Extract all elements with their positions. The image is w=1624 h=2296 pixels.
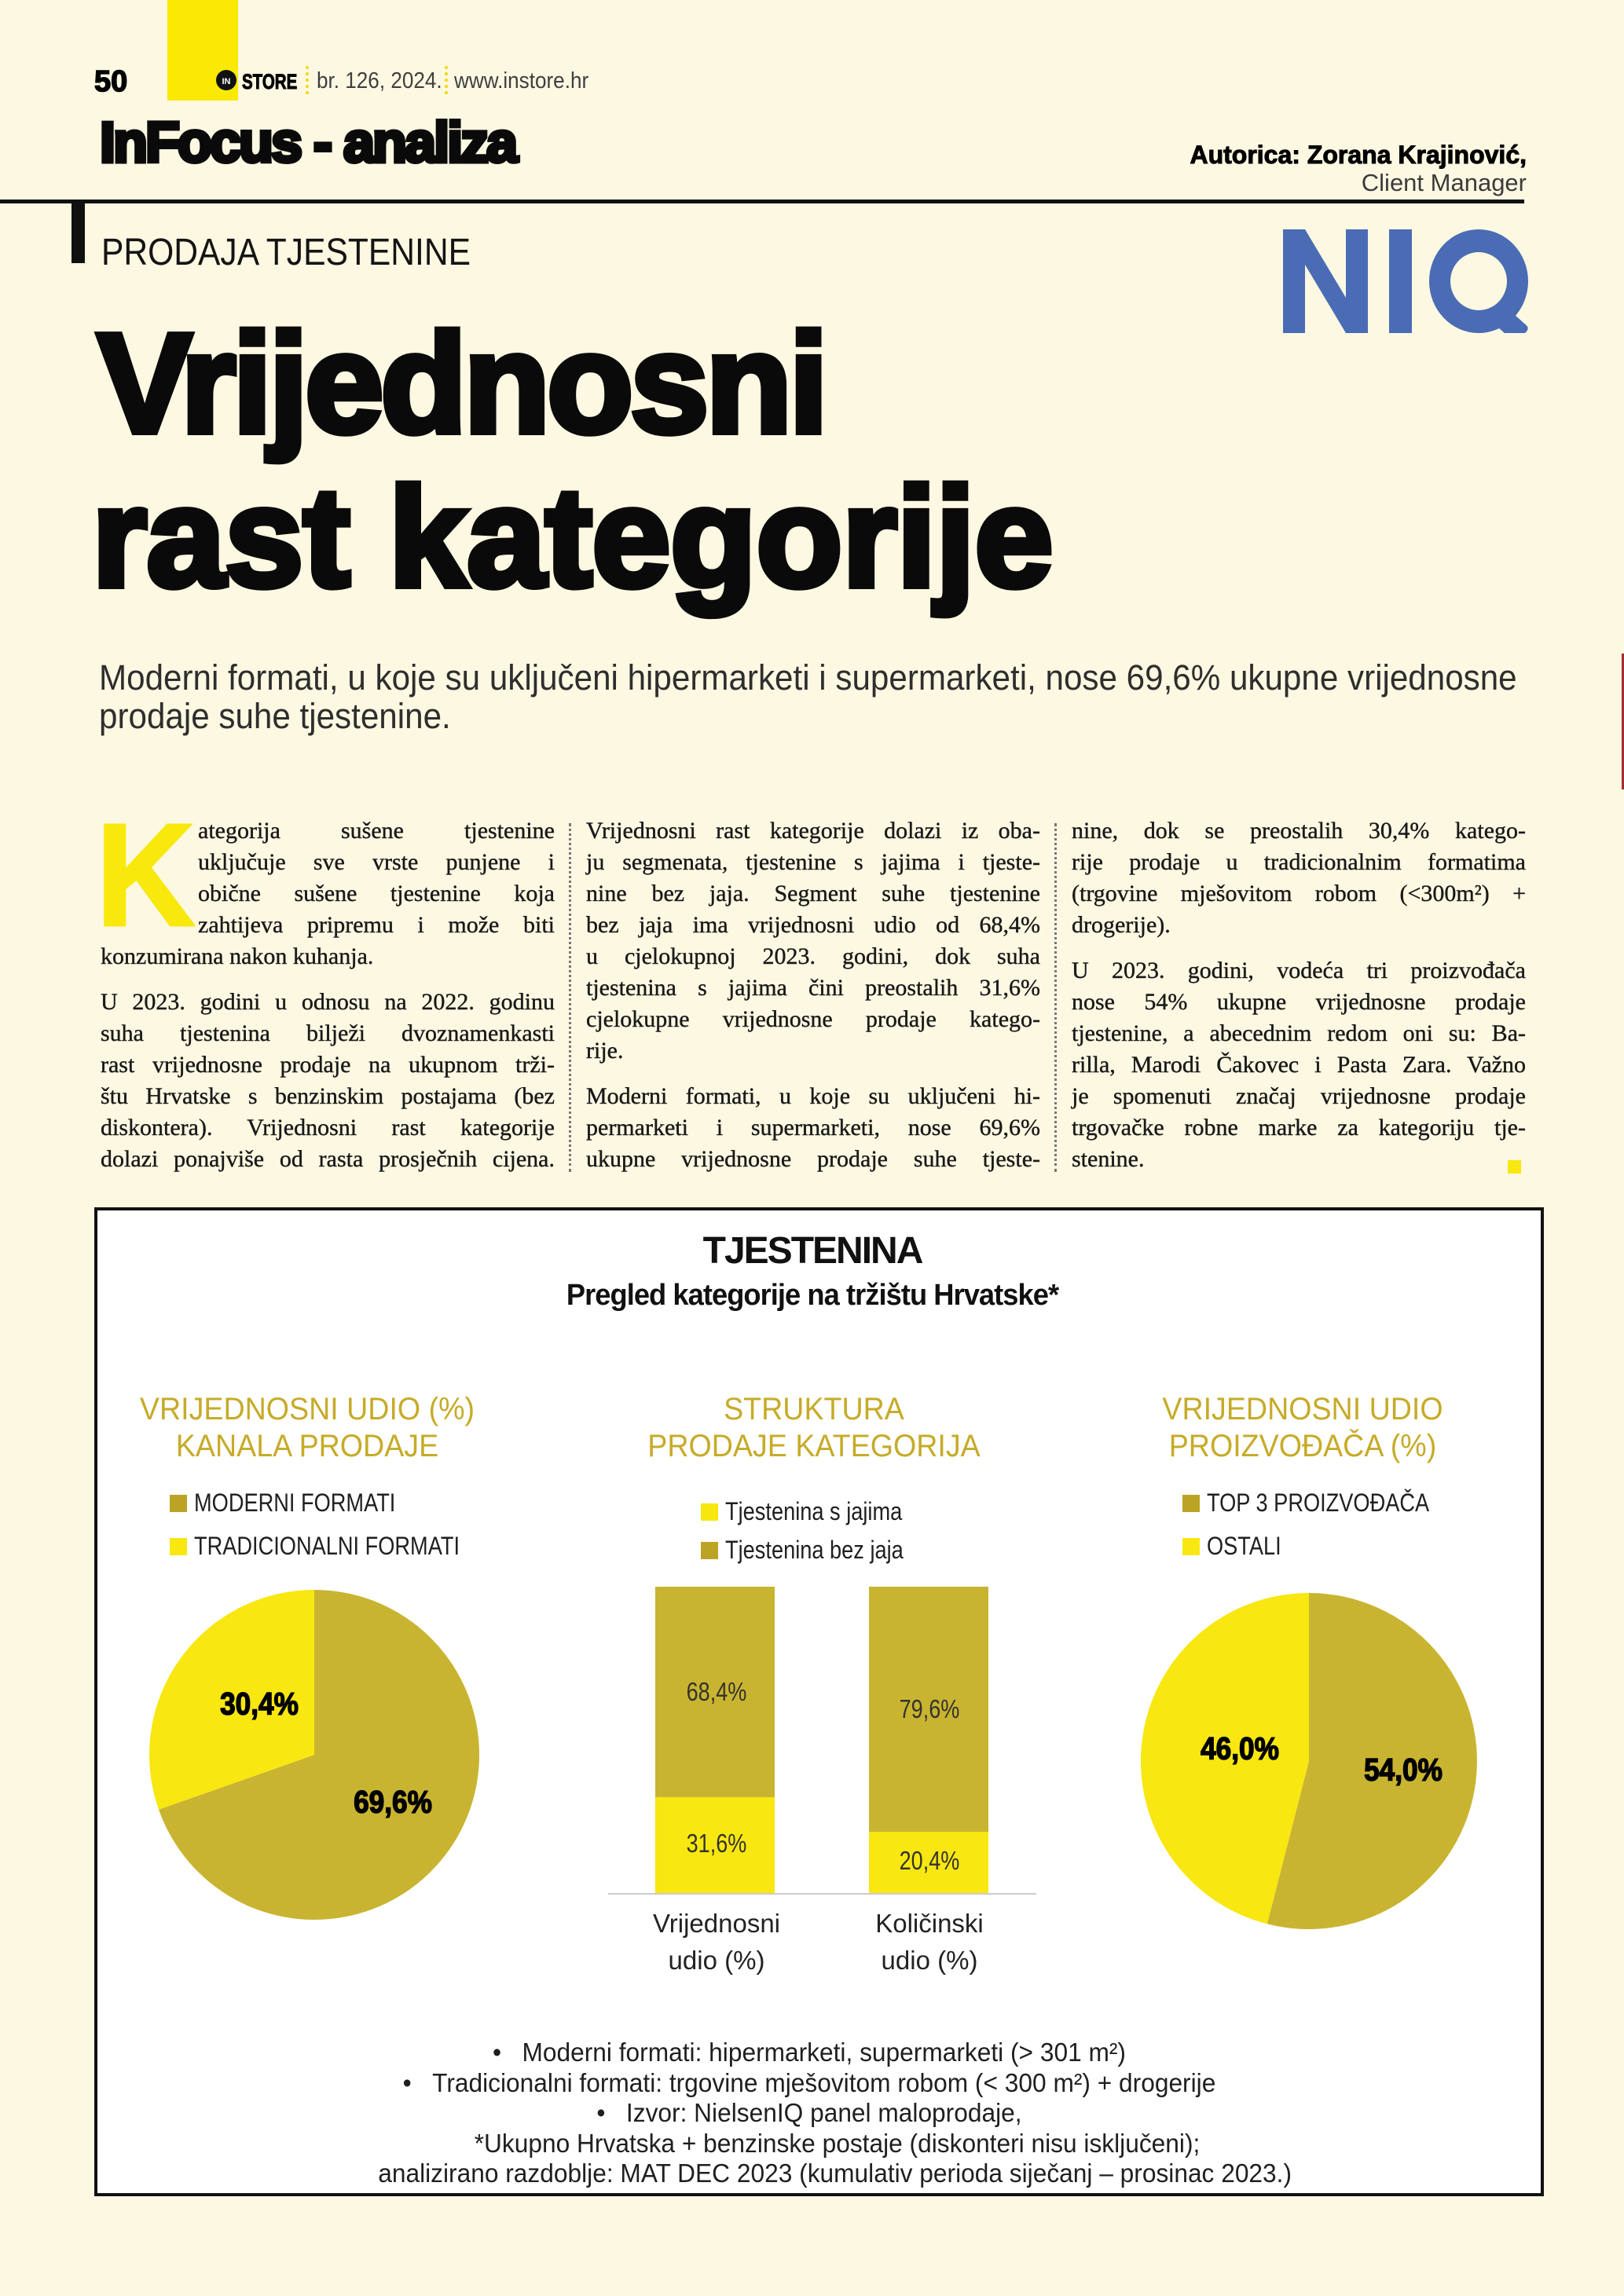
svg-text:IN: IN [222,77,231,86]
